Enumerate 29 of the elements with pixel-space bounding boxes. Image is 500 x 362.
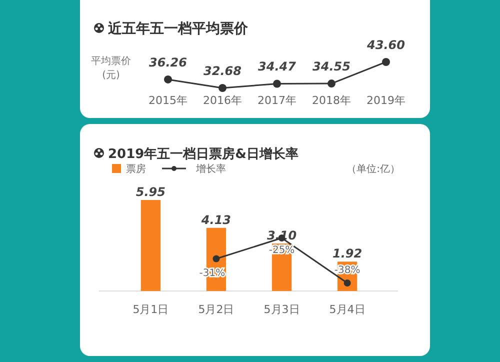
bar <box>140 200 161 291</box>
x-tick-label: 2018年 <box>312 94 351 107</box>
point <box>273 80 281 88</box>
data-label: 43.60 <box>366 38 405 52</box>
x-tick-label: 2016年 <box>203 94 242 107</box>
x-tick-label: 5月3日 <box>264 303 300 316</box>
legend-label: 票房 <box>126 163 146 175</box>
chart-title: 近五年五一档平均票价 <box>107 20 249 37</box>
x-tick-label: 2019年 <box>366 94 406 107</box>
point <box>382 58 390 66</box>
x-tick-label: 2017年 <box>258 94 296 107</box>
x-tick-label: 5月4日 <box>329 303 366 316</box>
chart-title: 2019年五一档日票房&日增长率 <box>108 146 299 162</box>
data-label: 5.95 <box>136 185 166 199</box>
text: （单位:亿） <box>346 163 400 175</box>
data-label: 34.55 <box>312 60 350 74</box>
point <box>218 84 226 92</box>
data-label: 36.26 <box>149 55 187 70</box>
x-tick-label: 5月1日 <box>132 303 169 316</box>
point <box>164 75 172 84</box>
data-label: 1.92 <box>332 246 362 261</box>
x-tick-label: 5月2日 <box>198 303 234 316</box>
x-tick-label: 2015年 <box>148 94 188 107</box>
data-label: 34.47 <box>258 60 297 74</box>
data-label: 4.13 <box>200 212 232 227</box>
y-axis-title: 平均票价(元) <box>91 55 131 81</box>
data-label: 32.68 <box>204 64 242 78</box>
legend-label: 增长率 <box>195 163 226 175</box>
point <box>328 80 336 88</box>
